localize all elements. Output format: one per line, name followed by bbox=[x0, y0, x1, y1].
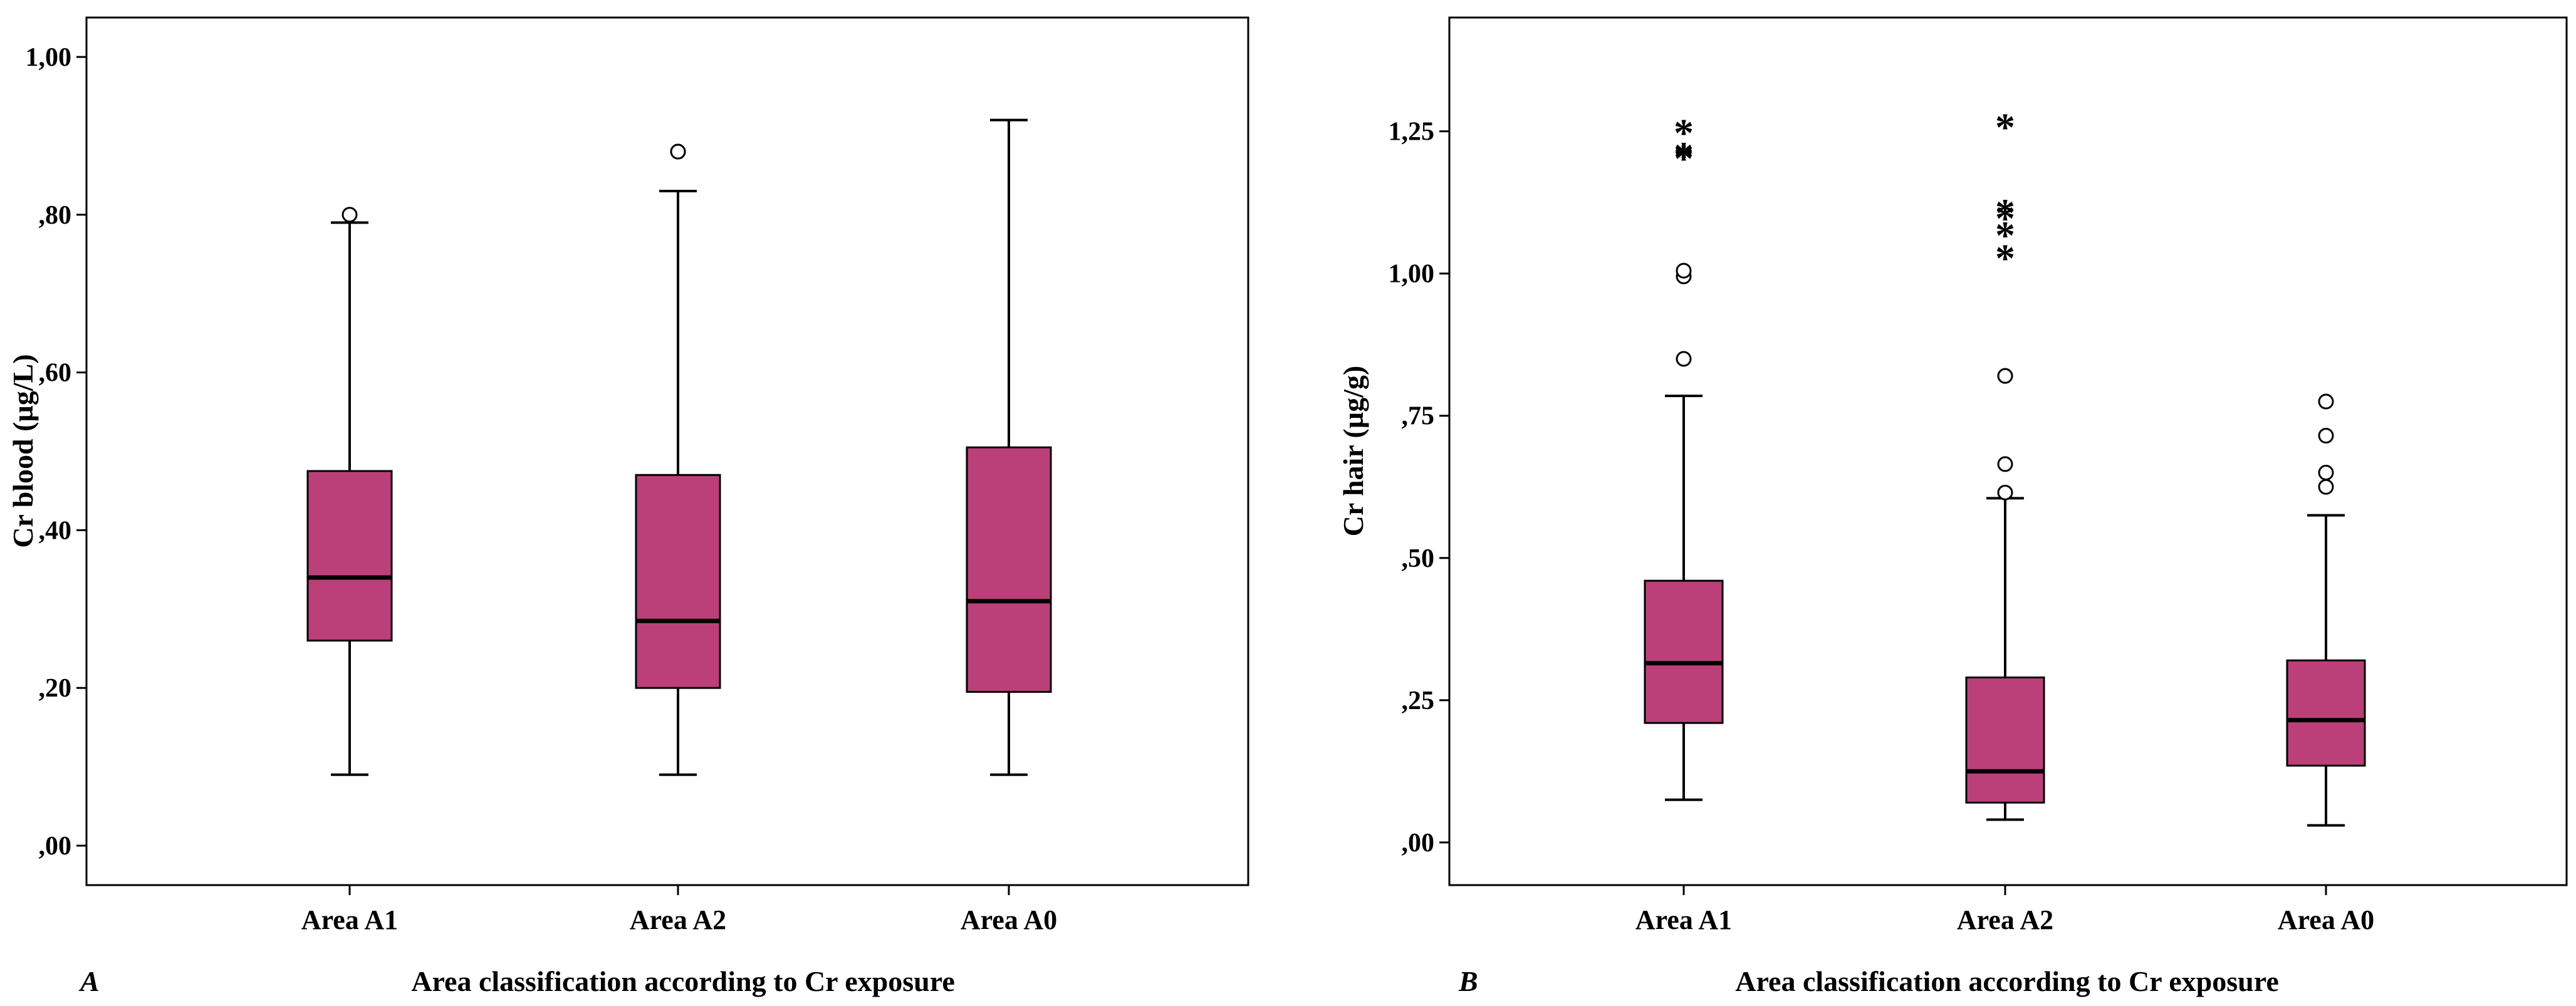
y-axis-title: Cr hair (µg/g) bbox=[1337, 366, 1369, 537]
panel-letter: A bbox=[78, 965, 100, 997]
y-tick-label: ,00 bbox=[39, 832, 72, 861]
iqr-box bbox=[966, 446, 1052, 693]
y-tick-label: ,75 bbox=[1402, 402, 1435, 431]
iqr-box bbox=[1965, 677, 2045, 804]
iqr-box bbox=[635, 474, 721, 689]
y-tick-label: 1,00 bbox=[1389, 260, 1435, 289]
extreme-point: * bbox=[1995, 236, 2015, 280]
y-axis-title: Cr blood (µg/L) bbox=[7, 354, 39, 547]
outlier-point bbox=[1676, 262, 1692, 279]
outlier-point bbox=[2318, 465, 2334, 481]
x-category-label: Area A1 bbox=[301, 905, 398, 935]
outlier-point bbox=[2318, 479, 2334, 495]
x-category-label: Area A2 bbox=[630, 905, 726, 935]
outlier-point bbox=[1997, 456, 2013, 472]
outlier-point bbox=[2318, 393, 2334, 410]
x-axis-title: Area classification according to Cr expo… bbox=[411, 965, 955, 997]
extreme-point: * bbox=[1995, 105, 2015, 150]
outlier-point bbox=[1997, 368, 2013, 384]
plot-frame bbox=[1448, 16, 2568, 886]
plot-frame bbox=[85, 16, 1249, 886]
extreme-point: * bbox=[1995, 213, 2015, 257]
y-tick-label: 1,00 bbox=[26, 43, 72, 72]
extreme-point: * bbox=[1674, 137, 1694, 181]
x-category-label: Area A0 bbox=[961, 905, 1057, 935]
y-tick-label: ,00 bbox=[1402, 829, 1435, 858]
outlier-point bbox=[2318, 428, 2334, 444]
y-tick-label: ,20 bbox=[39, 674, 72, 703]
y-tick-label: ,80 bbox=[39, 201, 72, 230]
y-tick-label: 1,25 bbox=[1389, 118, 1435, 147]
x-category-label: Area A0 bbox=[2278, 905, 2374, 935]
panel-a-blood-chart: ,00 ,20 ,40 ,60 ,80 1,00 Area A1 Area A2 Area A0… bbox=[7, 16, 1249, 997]
extreme-point: * bbox=[1995, 196, 2015, 241]
extreme-point: * bbox=[1995, 190, 2015, 235]
y-tick-label: ,60 bbox=[39, 359, 72, 388]
x-axis-title: Area classification according to Cr expo… bbox=[1735, 965, 2279, 997]
iqr-box bbox=[2286, 659, 2366, 767]
outlier-point bbox=[670, 143, 686, 160]
outlier-point bbox=[1997, 484, 2013, 500]
y-tick-label: ,25 bbox=[1402, 687, 1435, 715]
panel-letter: B bbox=[1458, 965, 1478, 997]
y-tick-label: ,40 bbox=[39, 516, 72, 545]
extreme-point: * bbox=[1674, 111, 1694, 155]
outlier-point bbox=[342, 207, 358, 223]
x-category-label: Area A1 bbox=[1635, 905, 1732, 935]
extreme-point: * bbox=[1674, 133, 1694, 178]
x-category-label: Area A2 bbox=[1957, 905, 2053, 935]
iqr-box bbox=[306, 470, 393, 642]
outlier-point bbox=[1676, 351, 1692, 367]
y-tick-label: ,50 bbox=[1402, 544, 1435, 573]
iqr-box bbox=[1644, 579, 1724, 724]
